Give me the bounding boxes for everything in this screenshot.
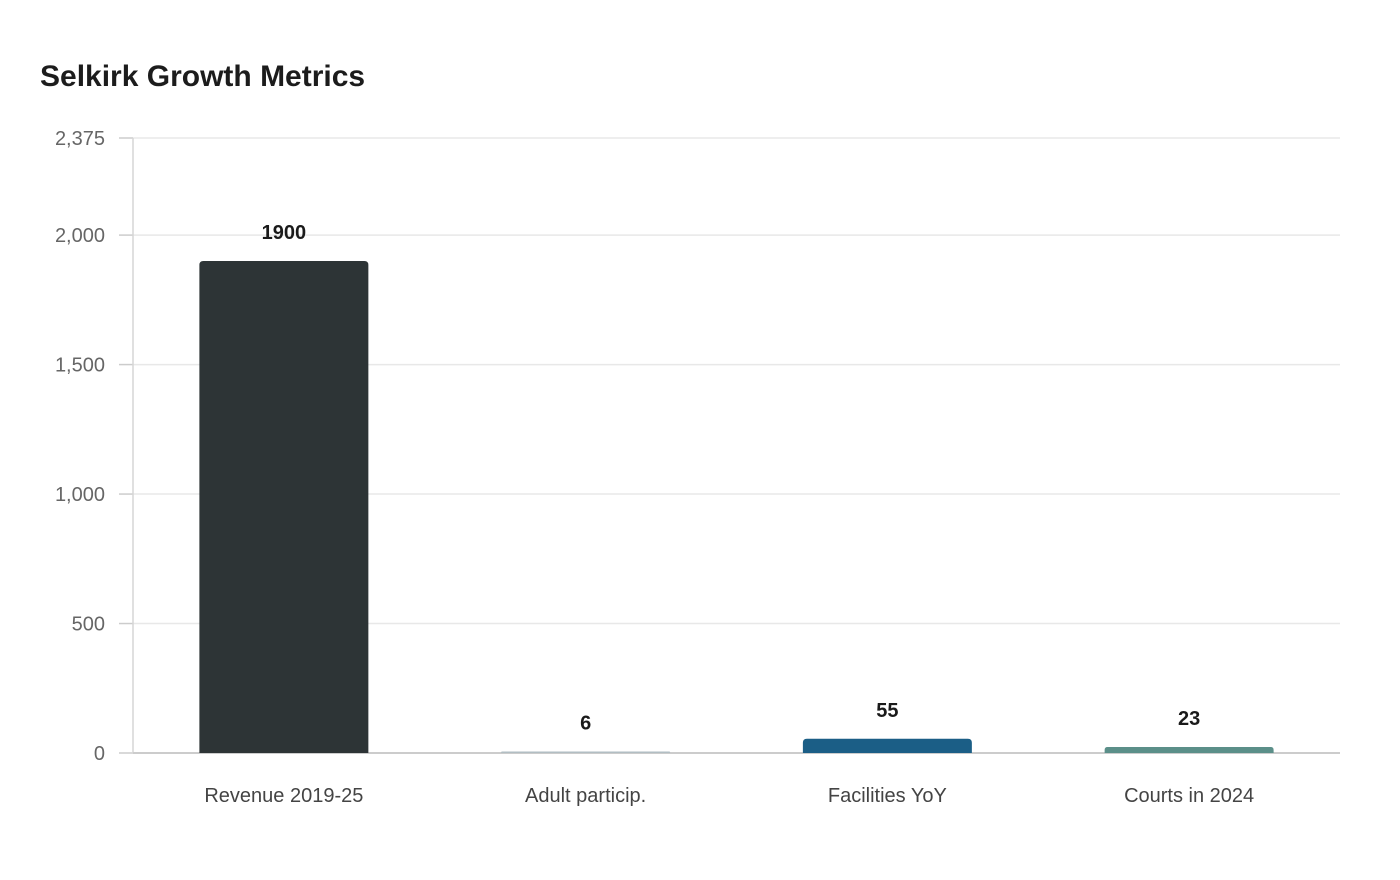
- x-category-label: Revenue 2019-25: [204, 785, 363, 807]
- data-label: 6: [580, 712, 591, 734]
- data-label: 1900: [262, 222, 307, 244]
- y-tick-label: 2,375: [55, 128, 105, 150]
- data-label: 23: [1178, 708, 1200, 730]
- y-tick-label: 0: [94, 743, 105, 765]
- bar-adult-particip: [501, 751, 671, 753]
- y-tick-label: 1,500: [55, 355, 105, 377]
- y-tick-label: 2,000: [55, 225, 105, 247]
- chart-title: Selkirk Growth Metrics: [40, 60, 366, 93]
- bar-facilities-yoy: [802, 738, 972, 753]
- labels: 0 500 1,000 1,500 2,000 2,375 1900 Revenue 2019…: [55, 128, 1254, 807]
- x-category-label: Courts in 2024: [1124, 785, 1254, 807]
- bar-revenue-2019-25: [199, 261, 369, 753]
- x-category-label: Facilities YoY: [828, 785, 947, 807]
- data-label: 55: [876, 700, 898, 722]
- y-tick-label: 500: [72, 614, 105, 636]
- bars: [199, 261, 1274, 753]
- y-tick-label: 1,000: [55, 484, 105, 506]
- bar-courts-in-2024: [1104, 747, 1274, 753]
- x-category-label: Adult particip.: [525, 785, 646, 807]
